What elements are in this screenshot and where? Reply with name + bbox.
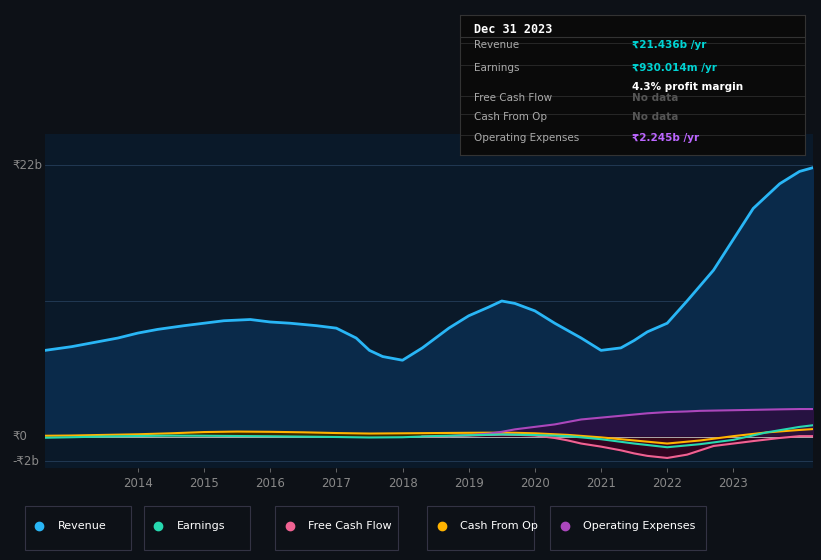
Text: ₹0: ₹0 [12,430,27,444]
Text: Cash From Op: Cash From Op [460,521,538,531]
Text: Earnings: Earnings [474,63,520,73]
Text: ₹930.014m /yr: ₹930.014m /yr [632,63,718,73]
Text: Dec 31 2023: Dec 31 2023 [474,24,553,36]
Text: No data: No data [632,94,679,104]
Text: ₹2.245b /yr: ₹2.245b /yr [632,133,699,143]
Text: Revenue: Revenue [474,40,519,50]
Text: Revenue: Revenue [57,521,106,531]
Text: Operating Expenses: Operating Expenses [474,133,579,143]
Text: Earnings: Earnings [177,521,225,531]
Text: ₹21.436b /yr: ₹21.436b /yr [632,40,707,50]
Text: -₹2b: -₹2b [12,455,39,468]
Text: ₹22b: ₹22b [12,158,43,172]
Text: Free Cash Flow: Free Cash Flow [308,521,392,531]
Text: No data: No data [632,111,679,122]
Text: Operating Expenses: Operating Expenses [583,521,695,531]
Text: 4.3% profit margin: 4.3% profit margin [632,82,744,92]
Text: Cash From Op: Cash From Op [474,111,547,122]
Text: Free Cash Flow: Free Cash Flow [474,94,552,104]
